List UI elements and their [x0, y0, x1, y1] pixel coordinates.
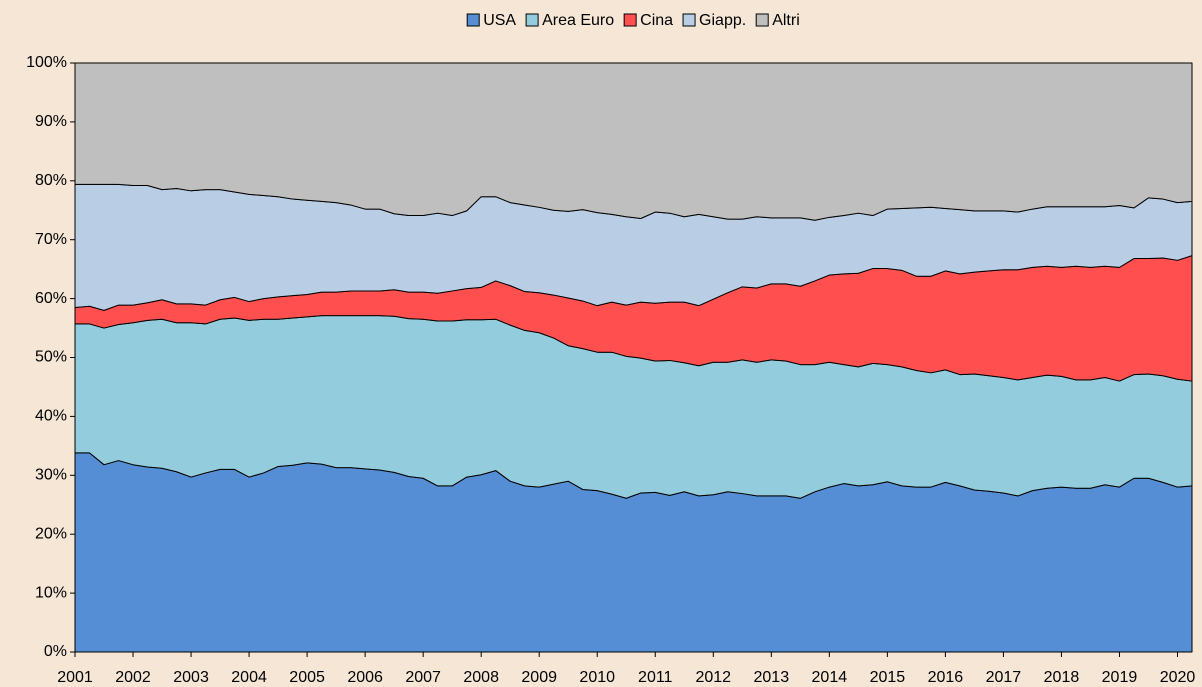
y-tick-label: 100% — [26, 54, 67, 71]
x-tick-label: 2001 — [57, 669, 93, 686]
x-tick-label: 2008 — [463, 669, 499, 686]
y-tick-label: 40% — [35, 408, 67, 425]
x-tick-label: 2016 — [928, 669, 964, 686]
y-tick-label: 50% — [35, 349, 67, 366]
y-tick-label: 90% — [35, 113, 67, 130]
x-tick-label: 2014 — [812, 669, 848, 686]
legend-swatch — [682, 13, 696, 27]
x-tick-label: 2012 — [695, 669, 731, 686]
legend-label: USA — [483, 12, 516, 29]
x-tick-label: 2013 — [754, 669, 790, 686]
x-tick-label: 2020 — [1160, 669, 1196, 686]
y-tick-label: 30% — [35, 467, 67, 484]
legend-swatch — [623, 13, 637, 27]
y-tick-label: 0% — [44, 643, 67, 660]
y-tick-label: 20% — [35, 525, 67, 542]
x-tick-label: 2019 — [1102, 669, 1138, 686]
area — [74, 62, 1193, 221]
x-tick-label: 2018 — [1044, 669, 1080, 686]
x-tick-label: 2011 — [638, 669, 673, 686]
x-tick-label: 2017 — [986, 669, 1022, 686]
x-tick-label: 2007 — [405, 669, 441, 686]
x-tick-label: 2002 — [115, 669, 151, 686]
x-tick-label: 2004 — [231, 669, 267, 686]
legend-label: Altri — [772, 12, 800, 29]
legend-label: Cina — [640, 12, 673, 29]
x-tick-label: 2005 — [289, 669, 325, 686]
y-tick-label: 10% — [35, 584, 67, 601]
x-tick-label: 2015 — [870, 669, 906, 686]
x-tick-label: 2010 — [579, 669, 615, 686]
legend-label: Area Euro — [542, 12, 614, 29]
x-tick-label: 2009 — [521, 669, 557, 686]
legend: USA Area Euro Cina Giapp. Altri — [466, 12, 800, 29]
legend-swatch — [755, 13, 769, 27]
legend-label: Giapp. — [699, 12, 746, 29]
y-tick-label: 60% — [35, 290, 67, 307]
x-tick-label: 2003 — [173, 669, 209, 686]
y-tick-label: 80% — [35, 172, 67, 189]
legend-swatch — [525, 13, 539, 27]
legend-swatch — [466, 13, 480, 27]
y-tick-label: 70% — [35, 231, 67, 248]
x-tick-label: 2006 — [347, 669, 383, 686]
